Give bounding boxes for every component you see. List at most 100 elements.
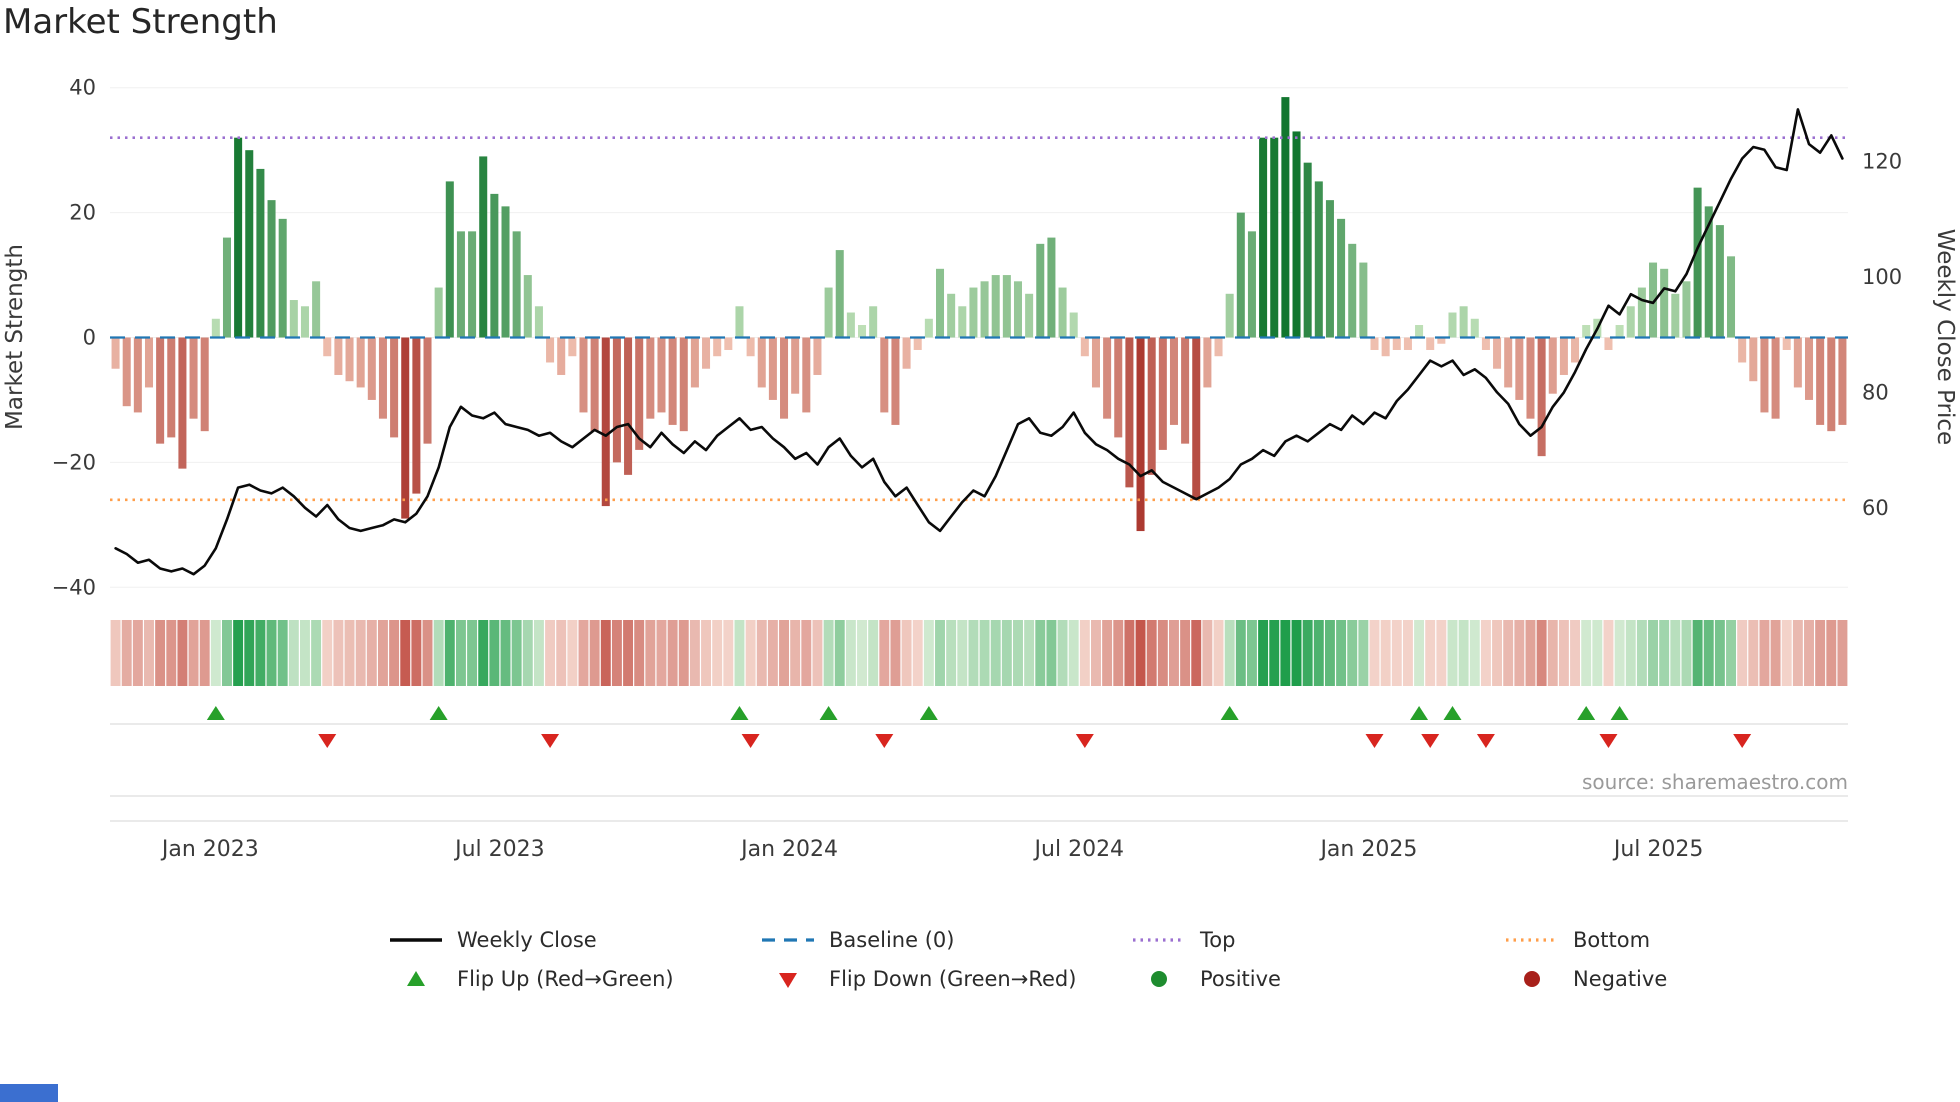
- heatmap-cell: [678, 620, 689, 686]
- heatmap-cell: [1804, 620, 1814, 686]
- strength-bar-positive: [211, 318, 220, 338]
- strength-bar-negative: [590, 337, 599, 432]
- strength-bar-negative: [1370, 337, 1379, 350]
- flip-down-marker: [1476, 734, 1495, 748]
- left-axis-tick: 20: [69, 201, 96, 225]
- strength-bar-negative: [189, 337, 198, 419]
- legend-item-flip-down: Flip Down (Green→Red): [760, 964, 1076, 994]
- heatmap-cell: [188, 620, 199, 686]
- heatmap-cell: [1336, 620, 1347, 686]
- strength-bar-negative: [768, 337, 777, 400]
- heatmap-cell: [1837, 620, 1848, 686]
- strength-bar-positive: [1047, 237, 1056, 338]
- strength-bar-positive: [1582, 325, 1591, 338]
- strength-bar-positive: [947, 293, 956, 338]
- strength-bar-negative: [367, 337, 376, 400]
- heatmap-cell: [400, 620, 411, 686]
- heatmap-cell: [1670, 620, 1681, 686]
- strength-bar-negative: [557, 337, 566, 375]
- strength-bar-negative: [813, 337, 822, 375]
- flip-down-marker: [1421, 734, 1440, 748]
- x-axis-tick: Jul 2025: [1612, 837, 1704, 862]
- heatmap-cell: [244, 620, 255, 686]
- strength-bar-positive: [300, 306, 309, 338]
- heatmap-cell: [745, 620, 756, 686]
- strength-bar-negative: [1537, 337, 1546, 457]
- flip-down-marker: [1599, 734, 1618, 748]
- strength-bar-negative: [111, 337, 120, 369]
- strength-bar-negative: [1481, 337, 1490, 350]
- strength-bar-negative: [1793, 337, 1802, 388]
- heatmap-cell: [1169, 620, 1179, 686]
- strength-bar-negative: [1526, 337, 1535, 419]
- flip-down-triangle-icon: [779, 973, 797, 988]
- heatmap-cell: [199, 620, 210, 686]
- legend-label-weekly-close: Weekly Close: [457, 928, 597, 952]
- strength-bar-positive: [1671, 293, 1680, 338]
- bottom-left-accent-strip: [0, 1084, 58, 1102]
- strength-bar-positive: [924, 318, 933, 338]
- strength-bar-negative: [646, 337, 655, 419]
- heatmap-cell: [923, 620, 934, 686]
- heatmap-cell: [1269, 620, 1280, 686]
- heatmap-cell: [1726, 620, 1736, 686]
- heatmap-cell: [522, 620, 533, 686]
- legend-label-positive: Positive: [1200, 967, 1281, 991]
- right-axis-title: Weekly Close Price: [1932, 229, 1958, 445]
- strength-bar-negative: [1782, 337, 1791, 350]
- legend-item-flip-up: Flip Up (Red→Green): [388, 964, 674, 994]
- strength-bar-positive: [1281, 97, 1290, 338]
- heatmap-cell: [879, 620, 890, 686]
- heatmap-cell: [1792, 620, 1803, 686]
- strength-bar-negative: [167, 337, 176, 438]
- heatmap-cell: [322, 620, 333, 686]
- heatmap-cell: [222, 620, 232, 686]
- left-axis-title: Market Strength: [2, 244, 28, 430]
- heatmap-cell: [634, 620, 645, 686]
- strength-bar-positive: [267, 200, 276, 338]
- left-axis-tick: −20: [52, 450, 96, 474]
- heatmap-cell: [433, 620, 444, 686]
- top-dotted-swatch: [1133, 938, 1185, 942]
- heatmap-cell: [1770, 620, 1781, 686]
- weekly-close-line-swatch: [390, 938, 442, 942]
- heatmap-cell: [233, 620, 244, 686]
- strength-bar-negative: [702, 337, 711, 369]
- flip-up-marker: [1577, 706, 1596, 720]
- strength-bar-negative: [1771, 337, 1780, 419]
- heatmap-cell: [957, 620, 968, 686]
- strength-bar-negative: [1392, 337, 1401, 350]
- heatmap-cell: [1503, 620, 1514, 686]
- strength-bar-positive: [1314, 181, 1323, 338]
- flip-up-marker: [819, 706, 838, 720]
- strength-bar-positive: [1013, 281, 1022, 338]
- flip-up-marker: [429, 706, 448, 720]
- strength-bar-positive: [735, 306, 744, 338]
- strength-bar-negative: [1403, 337, 1412, 350]
- flip-down-marker: [875, 734, 894, 748]
- market-strength-chart: Market Strength Weekly Close Price sourc…: [2, 76, 1958, 862]
- baseline-dash-swatch: [762, 938, 814, 942]
- heatmap-cell: [1113, 620, 1124, 686]
- heatmap-cell: [767, 620, 778, 686]
- heatmap-cell: [1425, 620, 1436, 686]
- strength-bar-positive: [312, 281, 321, 338]
- strength-bar-positive: [846, 312, 855, 338]
- heatmap-cell: [857, 620, 867, 686]
- heatmap-cell: [144, 620, 154, 686]
- heatmap-cell: [277, 620, 288, 686]
- heatmap-cell: [1547, 620, 1558, 686]
- strength-bar-positive: [1236, 212, 1245, 338]
- heatmap-cell: [990, 620, 1001, 686]
- heatmap-cell: [1380, 620, 1391, 686]
- legend-item-negative: Negative: [1504, 964, 1667, 994]
- heatmap-cell: [1146, 620, 1157, 686]
- strength-bar-negative: [1080, 337, 1089, 357]
- heatmap-cell: [1659, 620, 1670, 686]
- strength-bar-negative: [1548, 337, 1557, 394]
- heatmap-cell: [1480, 620, 1491, 686]
- heatmap-cell: [1402, 620, 1413, 686]
- strength-bar-positive: [1225, 293, 1234, 338]
- strength-bar-negative: [635, 337, 644, 450]
- x-axis-tick: Jul 2024: [1033, 837, 1125, 862]
